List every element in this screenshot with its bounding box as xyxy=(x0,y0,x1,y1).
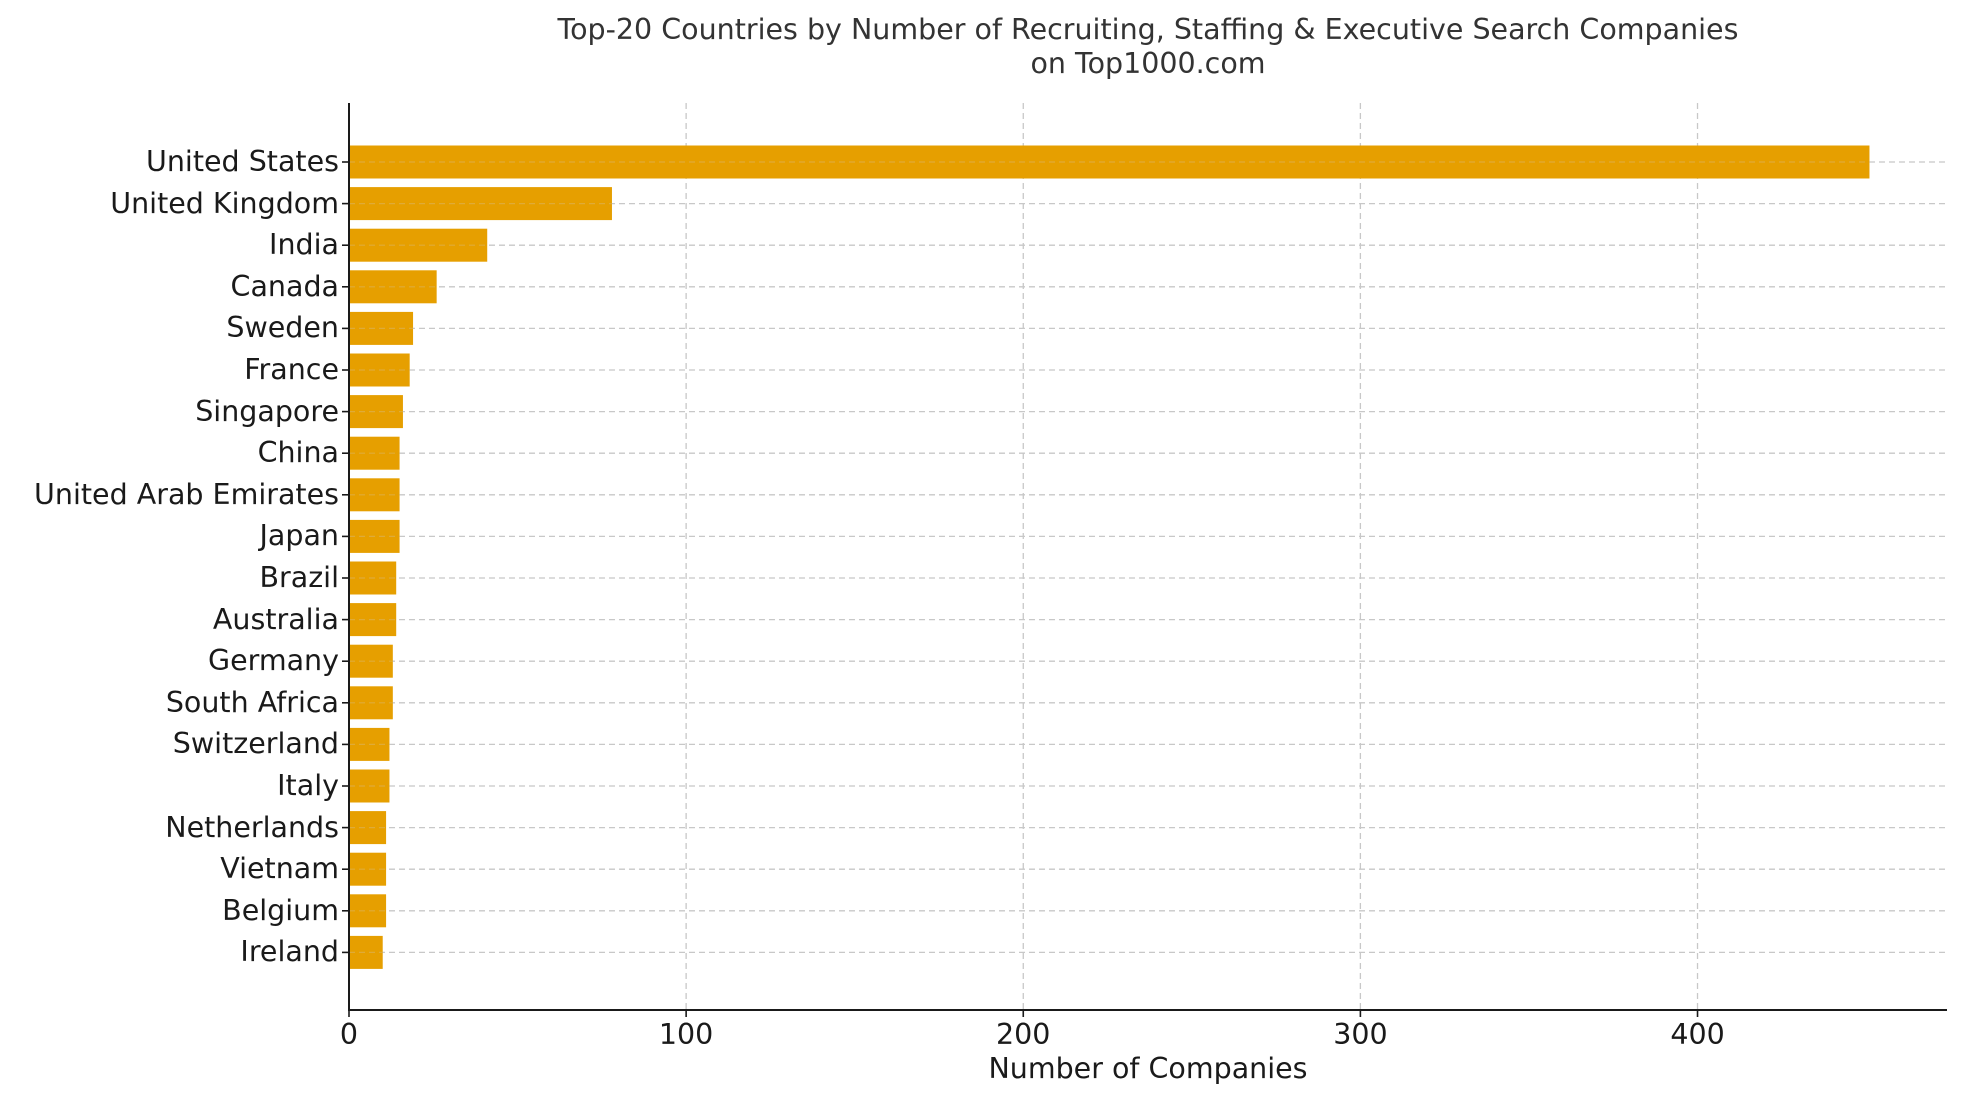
y-axis-label: Australia xyxy=(212,602,339,636)
chart-subtitle: on Top1000.com xyxy=(1030,47,1266,80)
y-axis-label: India xyxy=(269,228,339,262)
y-axis-label: Canada xyxy=(230,269,339,303)
y-axis-label: Belgium xyxy=(222,893,339,927)
y-axis-label: France xyxy=(244,353,339,386)
y-axis-label: China xyxy=(257,436,339,470)
x-axis-label: Number of Companies xyxy=(988,1052,1308,1085)
y-axis-label: United Kingdom xyxy=(110,186,339,220)
y-axis-label: Italy xyxy=(277,769,339,802)
y-axis-label: Ireland xyxy=(240,935,339,969)
x-tick-label: 300 xyxy=(1333,1018,1388,1051)
y-axis-label: South Africa xyxy=(165,685,339,719)
y-axis-label: Vietnam xyxy=(220,852,339,886)
y-axis-label: Brazil xyxy=(259,561,339,594)
x-tick-label: 400 xyxy=(1670,1018,1725,1051)
y-axis-label: United Arab Emirates xyxy=(34,477,339,511)
y-axis-label: Singapore xyxy=(195,394,339,428)
x-tick-label: 200 xyxy=(996,1018,1051,1051)
y-axis-label: Switzerland xyxy=(172,727,339,761)
x-tick-label: 0 xyxy=(339,1018,359,1051)
chart-title: Top-20 Countries by Number of Recruiting… xyxy=(557,13,1739,46)
x-tick-label: 100 xyxy=(658,1018,714,1051)
y-axis-label: Sweden xyxy=(226,311,339,345)
y-axis-label: Netherlands xyxy=(165,810,339,844)
y-axis-label: Japan xyxy=(259,519,340,553)
y-axis-label: United States xyxy=(146,145,339,178)
y-axis-label: Germany xyxy=(208,644,339,678)
